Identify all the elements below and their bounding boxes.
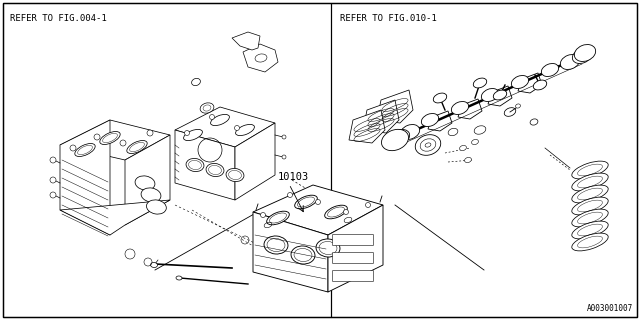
Ellipse shape xyxy=(184,129,202,140)
Circle shape xyxy=(282,135,286,139)
Polygon shape xyxy=(253,212,328,292)
Ellipse shape xyxy=(460,145,467,151)
Ellipse shape xyxy=(474,126,486,134)
Ellipse shape xyxy=(100,132,120,145)
Polygon shape xyxy=(175,107,275,147)
Ellipse shape xyxy=(226,168,244,181)
Ellipse shape xyxy=(448,128,458,136)
FancyBboxPatch shape xyxy=(333,252,374,263)
Ellipse shape xyxy=(186,158,204,172)
Ellipse shape xyxy=(504,108,516,116)
Ellipse shape xyxy=(75,143,95,156)
Ellipse shape xyxy=(147,200,166,214)
Ellipse shape xyxy=(572,185,608,203)
Ellipse shape xyxy=(291,246,315,264)
Polygon shape xyxy=(60,120,110,235)
Ellipse shape xyxy=(451,101,468,115)
Ellipse shape xyxy=(572,197,608,215)
Ellipse shape xyxy=(135,176,155,190)
Ellipse shape xyxy=(572,161,608,179)
Ellipse shape xyxy=(516,104,520,108)
Bar xyxy=(331,3,637,317)
Ellipse shape xyxy=(572,233,608,251)
Circle shape xyxy=(209,115,214,119)
Circle shape xyxy=(344,210,349,214)
Ellipse shape xyxy=(191,78,200,86)
Ellipse shape xyxy=(200,103,214,113)
Polygon shape xyxy=(60,200,170,235)
Text: A003001007: A003001007 xyxy=(587,304,633,313)
Circle shape xyxy=(316,199,321,204)
Ellipse shape xyxy=(433,93,447,103)
Ellipse shape xyxy=(141,188,161,202)
Polygon shape xyxy=(363,100,399,133)
Ellipse shape xyxy=(421,114,438,126)
Ellipse shape xyxy=(267,211,289,225)
Ellipse shape xyxy=(572,173,608,191)
Ellipse shape xyxy=(381,129,408,151)
Ellipse shape xyxy=(415,135,441,155)
Ellipse shape xyxy=(481,89,499,101)
Ellipse shape xyxy=(474,78,486,88)
Polygon shape xyxy=(243,44,278,72)
Ellipse shape xyxy=(211,114,229,126)
Ellipse shape xyxy=(493,90,507,100)
Ellipse shape xyxy=(127,140,147,154)
Circle shape xyxy=(234,125,239,131)
Polygon shape xyxy=(60,120,170,160)
Circle shape xyxy=(147,130,153,136)
Ellipse shape xyxy=(530,119,538,125)
FancyBboxPatch shape xyxy=(333,235,374,245)
Ellipse shape xyxy=(324,205,348,219)
Ellipse shape xyxy=(150,262,157,268)
Bar xyxy=(3,3,331,317)
Text: 10103: 10103 xyxy=(278,172,309,182)
Polygon shape xyxy=(235,123,275,200)
Polygon shape xyxy=(253,185,383,235)
Ellipse shape xyxy=(574,44,596,61)
Circle shape xyxy=(94,134,100,140)
Ellipse shape xyxy=(465,157,472,163)
Ellipse shape xyxy=(541,63,559,76)
Polygon shape xyxy=(377,90,413,123)
Ellipse shape xyxy=(572,221,608,239)
Circle shape xyxy=(287,193,292,197)
Circle shape xyxy=(50,177,56,183)
Polygon shape xyxy=(488,86,512,106)
Circle shape xyxy=(120,140,126,146)
Ellipse shape xyxy=(264,236,288,254)
FancyBboxPatch shape xyxy=(333,270,374,282)
Circle shape xyxy=(365,203,371,207)
Circle shape xyxy=(282,155,286,159)
Circle shape xyxy=(260,212,266,218)
Text: REFER TO FIG.004-1: REFER TO FIG.004-1 xyxy=(10,14,107,23)
Ellipse shape xyxy=(472,140,479,145)
Polygon shape xyxy=(125,135,170,225)
Polygon shape xyxy=(349,110,385,143)
Ellipse shape xyxy=(206,164,224,177)
Polygon shape xyxy=(458,99,482,119)
Ellipse shape xyxy=(561,54,580,69)
Circle shape xyxy=(50,192,56,198)
Text: REFER TO FIG.010-1: REFER TO FIG.010-1 xyxy=(340,14,436,23)
Polygon shape xyxy=(518,73,542,93)
Ellipse shape xyxy=(236,124,255,136)
Circle shape xyxy=(70,145,76,151)
Circle shape xyxy=(184,131,189,135)
Polygon shape xyxy=(232,32,260,50)
Ellipse shape xyxy=(294,195,317,209)
Ellipse shape xyxy=(176,276,182,280)
Polygon shape xyxy=(328,205,383,292)
Ellipse shape xyxy=(401,124,420,140)
Ellipse shape xyxy=(390,130,410,145)
Circle shape xyxy=(50,157,56,163)
Polygon shape xyxy=(428,111,452,131)
Ellipse shape xyxy=(316,239,340,257)
Ellipse shape xyxy=(533,80,547,90)
Polygon shape xyxy=(175,130,235,200)
Ellipse shape xyxy=(572,209,608,227)
Ellipse shape xyxy=(511,76,529,89)
Ellipse shape xyxy=(425,143,431,147)
Ellipse shape xyxy=(572,49,591,63)
